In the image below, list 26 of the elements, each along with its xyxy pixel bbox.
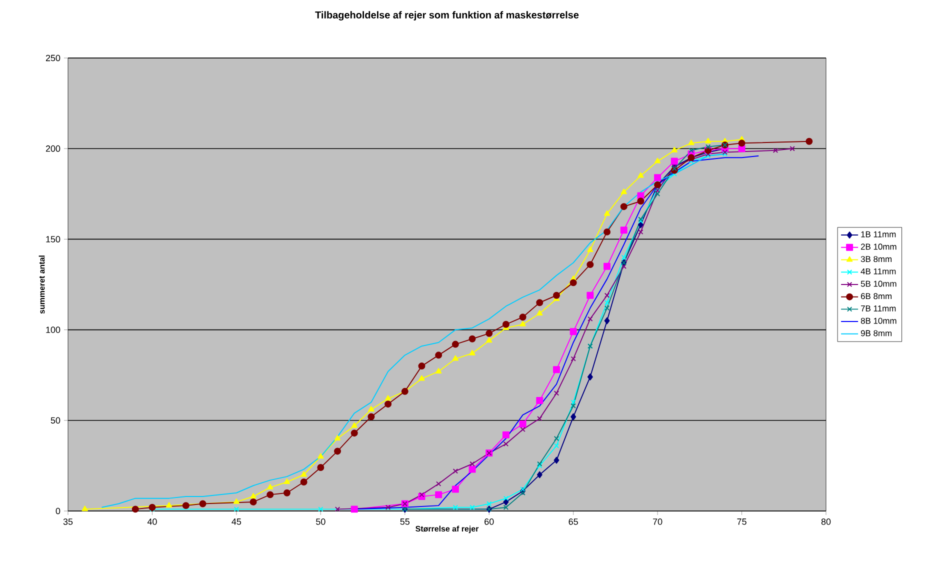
x-tick-label: 55 — [400, 518, 410, 525]
x-tick-label: 80 — [821, 518, 831, 525]
legend-label: 8B 10mm — [860, 318, 896, 324]
x-tick-label: 40 — [147, 518, 157, 525]
legend-label: 4B 11mm — [860, 268, 896, 274]
y-tick-label: 250 — [46, 54, 60, 62]
legend-label: 1B 11mm — [861, 231, 896, 238]
y-tick-label: 150 — [46, 236, 60, 242]
x-tick-label: 75 — [737, 518, 746, 525]
x-tick-label: 70 — [653, 518, 662, 525]
legend-label: 2B 10mm — [860, 244, 896, 250]
x-tick-label: 65 — [568, 518, 578, 525]
x-tick-label: 60 — [484, 518, 494, 525]
y-tick-label: 100 — [46, 326, 60, 333]
legend-label: 9B 8mm — [860, 330, 892, 336]
x-tick-label: 50 — [316, 518, 326, 525]
x-tick-label: 45 — [232, 518, 242, 525]
x-tick-label: 35 — [63, 518, 73, 525]
legend-label: 6B 8mm — [861, 293, 892, 300]
legend-label: 7B 11mm — [861, 306, 896, 312]
legend-label: 3B 8mm — [860, 256, 892, 262]
y-tick-label: 50 — [50, 417, 60, 424]
legend-label: 5B 10mm — [860, 280, 896, 287]
chart-title: Tilbageholdelse af rejer som funktion af maskestørrelse — [315, 11, 579, 20]
y-tick-label: 200 — [46, 145, 60, 152]
y-tick-label: 0 — [56, 508, 60, 514]
